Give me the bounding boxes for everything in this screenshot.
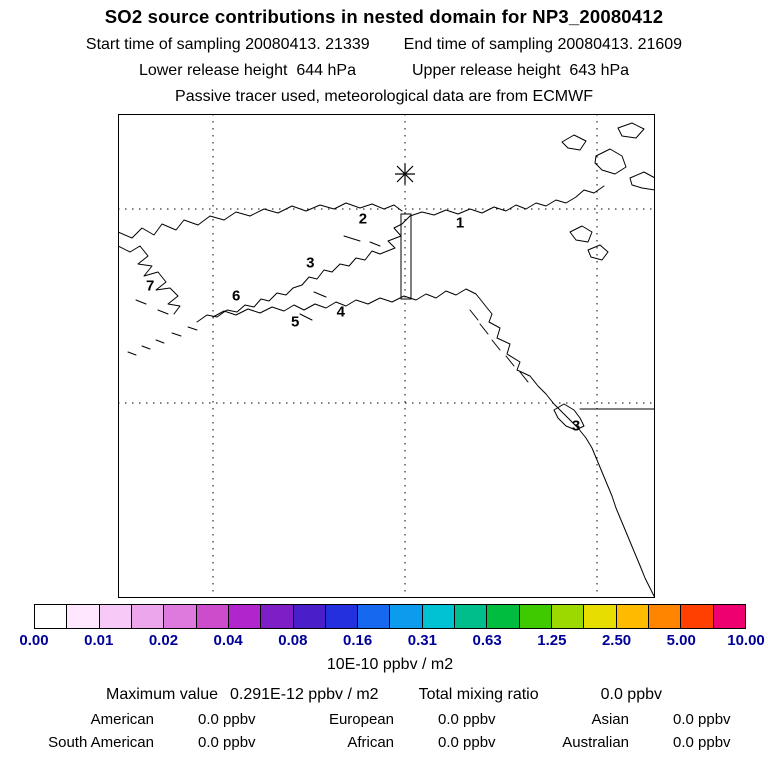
colorbar-tick: 0.16: [342, 632, 373, 649]
colorbar-tick: 0.63: [472, 632, 502, 649]
region-name: American: [90, 711, 154, 728]
star-marker-icon: [395, 164, 415, 184]
plot-header: SO2 source contributions in nested domai…: [0, 6, 768, 106]
max-value-label: Maximum value: [105, 686, 219, 703]
colorbar-segment: [487, 605, 520, 628]
colorbar-segment: [196, 605, 229, 628]
region-value: 0.0 ppbv: [673, 734, 731, 751]
region-name: Australian: [562, 734, 629, 751]
colorbar-segment: [681, 605, 714, 628]
colorbar-segment: [422, 605, 456, 628]
source-marker: 7: [146, 277, 155, 295]
colorbar-bar: [34, 604, 746, 629]
map-canvas: [118, 114, 655, 598]
colorbar-ticks: 0.00 0.01 0.02 0.04 0.08 0.16 0.31 0.63 …: [19, 632, 764, 652]
lakes: [569, 225, 609, 261]
lower-release-text: Lower release height 644 hPa: [138, 62, 356, 79]
coast-alaska-west: [196, 215, 411, 323]
colorbar-tick: 0.04: [213, 632, 243, 649]
colorbar-segment: [261, 605, 294, 628]
colorbar-segment: [648, 605, 682, 628]
colorbar-tick: 0.01: [84, 632, 114, 649]
arctic-islands: [561, 122, 655, 191]
colorbar-tick: 1.25: [537, 632, 567, 649]
islands-bering: [135, 235, 381, 321]
colorbar-segment: [164, 605, 197, 628]
region-name: Asian: [591, 711, 629, 728]
source-marker: 3: [571, 417, 581, 435]
release-heights-line: Lower release height 644 hPa Upper relea…: [0, 62, 768, 80]
source-marker: 2: [358, 210, 368, 228]
region-name: South American: [48, 734, 154, 751]
region-value: 0.0 ppbv: [198, 711, 256, 728]
colorbar-segment: [325, 605, 359, 628]
colorbar-segment: [616, 605, 649, 628]
sampling-times-line: Start time of sampling 20080413. 21339 E…: [0, 36, 768, 54]
total-mixing-ratio-label: Total mixing ratio: [418, 686, 539, 703]
coast-arctic-canada: [409, 185, 605, 217]
colorbar-segment: [131, 605, 165, 628]
colorbar-segment: [67, 605, 100, 628]
colorbar-unit-label: 10E-10 ppbv / m2: [326, 656, 454, 673]
max-value: 0.291E-12 ppbv / m2: [230, 686, 379, 703]
release-box: [400, 213, 412, 300]
region-name: African: [347, 734, 394, 751]
region-value: 0.0 ppbv: [198, 734, 256, 751]
colorbar-segment: [358, 605, 391, 628]
source-marker: 4: [336, 303, 346, 321]
end-time-text: End time of sampling 20080413. 21609: [403, 36, 683, 53]
coast-siberia-arctic: [118, 202, 403, 239]
colorbar-segment: [552, 605, 585, 628]
region-value: 0.0 ppbv: [438, 734, 496, 751]
plot-title: SO2 source contributions in nested domai…: [104, 6, 664, 27]
stats-line: Maximum value 0.291E-12 ppbv / m2 Total …: [0, 686, 768, 704]
total-mixing-ratio-value: 0.0 ppbv: [600, 686, 662, 703]
colorbar-segment: [713, 605, 745, 628]
colorbar-tick: 0.08: [278, 632, 308, 649]
source-marker: 6: [231, 287, 241, 305]
tracer-note-line: Passive tracer used, meteorological data…: [175, 88, 593, 105]
colorbar-segment: [228, 605, 262, 628]
colorbar-segment: [99, 605, 132, 628]
upper-release-text: Upper release height 643 hPa: [412, 62, 630, 79]
region-name: European: [328, 711, 394, 728]
colorbar-tick: 5.00: [666, 632, 696, 649]
source-marker: 1: [455, 214, 465, 232]
colorbar-segment: [35, 605, 68, 628]
aleutian-islands: [127, 326, 198, 356]
colorbar-segment: [584, 605, 617, 628]
start-time-text: Start time of sampling 20080413. 21339: [85, 36, 370, 53]
colorbar-tick: 0.31: [407, 632, 437, 649]
colorbar-segment: [293, 605, 326, 628]
source-marker: 3: [306, 254, 315, 272]
regions-table: American 0.0 ppbv European 0.0 ppbv Asia…: [12, 711, 757, 751]
colorbar-segment: [390, 605, 423, 628]
colorbar: 0.00 0.01 0.02 0.04 0.08 0.16 0.31 0.63 …: [19, 604, 765, 674]
vancouver-island: [553, 403, 585, 431]
coast-alaska-south-and-west-coast: [212, 288, 655, 598]
colorbar-tick: 0.02: [148, 632, 179, 649]
coast-chukotka: [118, 245, 181, 315]
colorbar-segment: [455, 605, 488, 628]
grid-lines: [118, 114, 655, 598]
region-value: 0.0 ppbv: [438, 711, 496, 728]
region-value: 0.0 ppbv: [673, 711, 731, 728]
colorbar-tick: 0.00: [19, 632, 49, 649]
panhandle-islands: [469, 309, 529, 383]
coastline-paths: [118, 122, 655, 598]
colorbar-segment: [519, 605, 552, 628]
source-marker: 5: [291, 313, 300, 331]
map-frame: [118, 114, 655, 598]
map-panel: 2 1 3 7 6 5 4 3: [118, 114, 655, 598]
colorbar-tick: 2.50: [601, 632, 632, 649]
colorbar-tick: 10.00: [727, 632, 765, 649]
